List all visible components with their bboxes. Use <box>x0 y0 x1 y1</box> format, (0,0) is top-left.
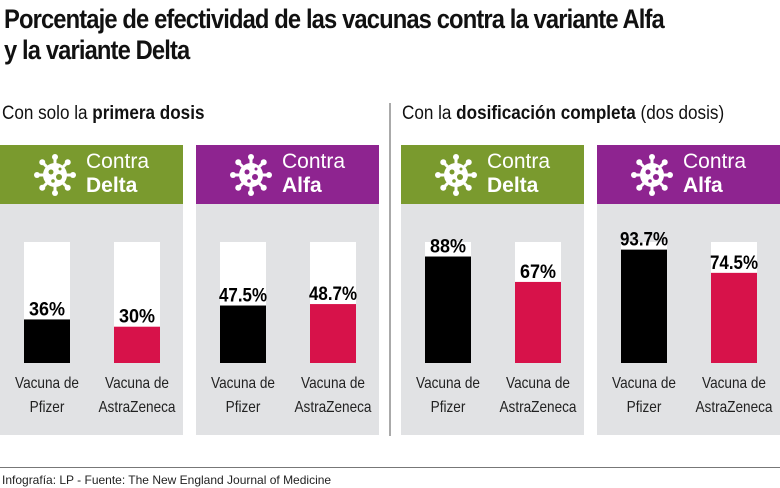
panel-header: Contra Alfa <box>597 145 780 204</box>
data-label: 74.5% <box>710 253 758 274</box>
chart-panel: Contra Delta 36% Vacuna de Pfizer 30% Vacuna d… <box>0 145 183 435</box>
category-label: AstraZeneca <box>499 399 577 416</box>
data-label: 47.5% <box>219 286 267 307</box>
data-label: 93.7% <box>620 230 668 251</box>
panel-header: Contra Alfa <box>196 145 379 204</box>
bar <box>310 304 356 363</box>
category-label: Pfizer <box>226 399 261 416</box>
category-label: Vacuna de <box>15 375 79 392</box>
bar-chart: 93.7% Vacuna de Pfizer 74.5% Vacuna de AstraZ… <box>612 230 773 417</box>
section-heading-full-dose: Con la dosificación completa (dos dosis) <box>402 103 725 124</box>
category-label: Vacuna de <box>301 375 365 392</box>
virus-icon <box>230 154 272 196</box>
chart-panel: Contra Alfa 93.7% Vacuna de Pfizer 74.5% Vacun… <box>597 145 780 435</box>
virus-icon <box>435 154 477 196</box>
bar-chart: 88% Vacuna de Pfizer 67% Vacuna de AstraZenec… <box>416 237 577 417</box>
bar <box>220 305 266 363</box>
data-label: 36% <box>29 299 65 320</box>
footer-divider <box>0 467 780 468</box>
panel-header: Contra Delta <box>0 145 183 204</box>
data-label: 48.7% <box>309 284 357 305</box>
bar-chart: 36% Vacuna de Pfizer 30% Vacuna de AstraZenec… <box>15 242 176 416</box>
category-label: Vacuna de <box>416 375 480 392</box>
category-label: Pfizer <box>30 399 65 416</box>
header-variant: Alfa <box>282 174 322 197</box>
virus-icon <box>34 154 76 196</box>
virus-icon <box>631 154 673 196</box>
category-label: Vacuna de <box>506 375 570 392</box>
chart-panel: Contra Delta 88% Vacuna de Pfizer 67% Vacuna d… <box>401 145 584 435</box>
header-variant: Delta <box>487 174 539 197</box>
category-label: Vacuna de <box>211 375 275 392</box>
section-divider <box>389 103 391 436</box>
header-variant: Delta <box>86 174 138 197</box>
footer-source: Infografía: LP - Fuente: The New England… <box>2 473 332 487</box>
chart-title: Porcentaje de efectividad de las vacunas… <box>4 4 665 65</box>
category-label: AstraZeneca <box>695 399 773 416</box>
category-label: AstraZeneca <box>294 399 372 416</box>
header-line-1: Contra <box>86 150 150 173</box>
header-variant: Alfa <box>683 174 723 197</box>
category-label: Vacuna de <box>702 375 766 392</box>
category-label: AstraZeneca <box>98 399 176 416</box>
category-label: Pfizer <box>431 399 466 416</box>
bar-chart: 47.5% Vacuna de Pfizer 48.7% Vacuna de AstraZ… <box>211 242 372 416</box>
section-heading-first-dose: Con solo la primera dosis <box>2 103 205 124</box>
category-label: Vacuna de <box>612 375 676 392</box>
data-label: 88% <box>430 237 466 258</box>
bar <box>621 249 667 363</box>
bar <box>24 319 70 363</box>
panel-header: Contra Delta <box>401 145 584 204</box>
data-label: 30% <box>119 307 155 328</box>
category-label: Pfizer <box>627 399 662 416</box>
header-line-1: Contra <box>683 150 747 173</box>
category-label: Vacuna de <box>105 375 169 392</box>
header-line-1: Contra <box>282 150 346 173</box>
bar <box>711 272 757 363</box>
bar <box>114 326 160 363</box>
chart-panel: Contra Alfa 47.5% Vacuna de Pfizer 48.7% Vacun… <box>196 145 379 435</box>
bar <box>515 281 561 363</box>
data-label: 67% <box>520 262 556 283</box>
bar <box>425 256 471 363</box>
header-line-1: Contra <box>487 150 551 173</box>
